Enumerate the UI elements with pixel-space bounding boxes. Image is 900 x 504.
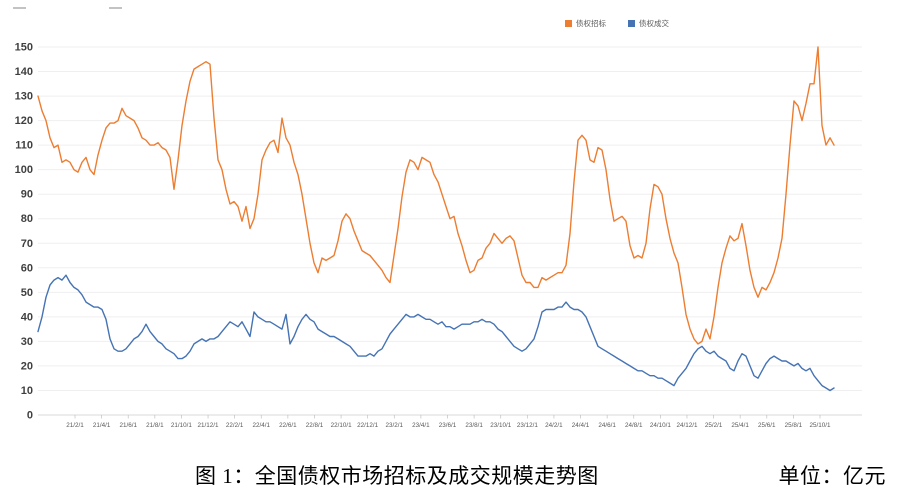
page-artifact-dash	[109, 7, 122, 9]
svg-text:22/12/1: 22/12/1	[357, 422, 379, 429]
svg-text:20: 20	[21, 360, 33, 372]
svg-text:22/4/1: 22/4/1	[252, 422, 270, 429]
svg-text:21/2/1: 21/2/1	[66, 422, 84, 429]
svg-text:23/4/1: 23/4/1	[412, 422, 430, 429]
svg-text:150: 150	[15, 42, 33, 54]
legend-label: 债权招标	[576, 19, 606, 28]
svg-text:24/12/1: 24/12/1	[676, 422, 698, 429]
svg-text:24/10/1: 24/10/1	[650, 422, 672, 429]
svg-text:0: 0	[27, 410, 33, 422]
svg-text:24/8/1: 24/8/1	[625, 422, 643, 429]
svg-text:23/2/1: 23/2/1	[386, 422, 404, 429]
svg-text:21/6/1: 21/6/1	[119, 422, 137, 429]
svg-text:22/8/1: 22/8/1	[306, 422, 324, 429]
svg-text:23/12/1: 23/12/1	[517, 422, 539, 429]
svg-text:140: 140	[15, 66, 33, 78]
svg-text:100: 100	[15, 164, 33, 176]
caption-row: 图 1：全国债权市场招标及成交规模走势图 单位：亿元	[0, 458, 900, 498]
svg-text:25/8/1: 25/8/1	[785, 422, 803, 429]
svg-text:25/6/1: 25/6/1	[758, 422, 776, 429]
svg-text:21/8/1: 21/8/1	[146, 422, 164, 429]
svg-text:30: 30	[21, 336, 33, 348]
svg-text:23/6/1: 23/6/1	[439, 422, 457, 429]
legend-label: 债权成交	[639, 19, 669, 28]
trend-chart: 0 10 20 30 40 50 60 70 80 90 100 110 120 130 140 150 21/…	[15, 42, 862, 429]
svg-text:25/2/1: 25/2/1	[705, 422, 723, 429]
chart-legend: 债权招标 债权成交	[565, 20, 669, 28]
svg-text:22/6/1: 22/6/1	[279, 422, 297, 429]
svg-text:21/4/1: 21/4/1	[93, 422, 111, 429]
svg-text:25/4/1: 25/4/1	[731, 422, 749, 429]
svg-text:110: 110	[15, 140, 33, 152]
unit-label: 单位：亿元	[778, 464, 886, 488]
svg-text:24/6/1: 24/6/1	[598, 422, 616, 429]
svg-text:80: 80	[21, 213, 33, 225]
svg-text:23/10/1: 23/10/1	[490, 422, 512, 429]
svg-text:130: 130	[15, 91, 33, 103]
figure-caption: 图 1：全国债权市场招标及成交规模走势图	[195, 464, 599, 488]
svg-text:90: 90	[21, 189, 33, 201]
svg-text:21/10/1: 21/10/1	[171, 422, 193, 429]
legend-marker	[628, 20, 635, 28]
svg-text:120: 120	[15, 115, 33, 127]
svg-text:40: 40	[21, 311, 33, 323]
svg-text:24/4/1: 24/4/1	[572, 422, 590, 429]
svg-text:70: 70	[21, 238, 33, 250]
svg-text:10: 10	[21, 385, 33, 397]
legend-item-bidding: 债权招标	[565, 20, 606, 28]
svg-text:23/8/1: 23/8/1	[465, 422, 483, 429]
svg-text:60: 60	[21, 262, 33, 274]
svg-text:24/2/1: 24/2/1	[545, 422, 563, 429]
svg-text:50: 50	[21, 287, 33, 299]
svg-text:22/10/1: 22/10/1	[331, 422, 353, 429]
svg-text:22/2/1: 22/2/1	[226, 422, 244, 429]
legend-item-deals: 债权成交	[628, 20, 669, 28]
trend-chart-svg: 0 10 20 30 40 50 60 70 80 90 100 110 120 130 140 150 21/…	[15, 42, 862, 429]
legend-marker	[565, 20, 572, 28]
svg-text:25/10/1: 25/10/1	[809, 422, 831, 429]
page-artifact-dash	[13, 7, 26, 9]
svg-text:21/12/1: 21/12/1	[198, 422, 220, 429]
